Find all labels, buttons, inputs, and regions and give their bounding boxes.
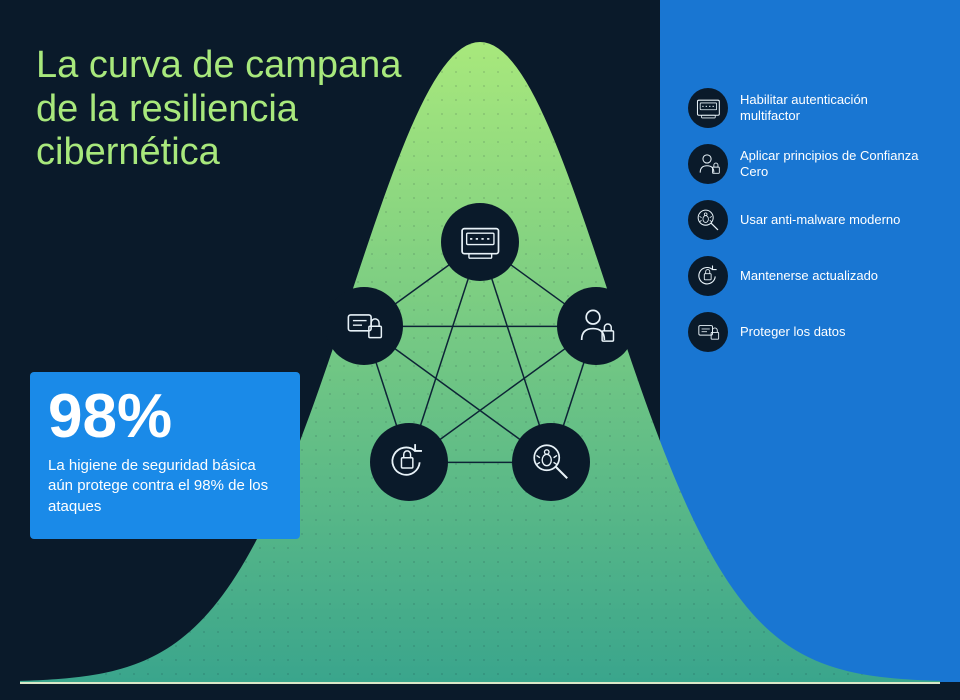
legend-label: Usar anti-malware moderno <box>740 212 900 228</box>
legend-item: Usar anti-malware moderno <box>688 200 928 240</box>
legend-item: Mantenerse actualizado <box>688 256 928 296</box>
stat-box: 98% La higiene de seguridad básica aún p… <box>30 372 300 539</box>
legend: Habilitar autenticación multifactor Aplic… <box>688 88 928 368</box>
stat-percentage: 98% <box>48 386 282 448</box>
mfa-icon <box>688 88 728 128</box>
legend-label: Habilitar autenticación multifactor <box>740 92 928 125</box>
baseline <box>20 682 940 684</box>
legend-item: Proteger los datos <box>688 312 928 352</box>
malware-node <box>512 423 590 501</box>
protect-icon <box>688 312 728 352</box>
legend-label: Proteger los datos <box>740 324 846 340</box>
zero-trust-icon <box>688 144 728 184</box>
legend-item: Habilitar autenticación multifactor <box>688 88 928 128</box>
legend-label: Mantenerse actualizado <box>740 268 878 284</box>
malware-icon <box>688 200 728 240</box>
pentagon-diagram <box>320 204 640 524</box>
update-node <box>370 423 448 501</box>
legend-item: Aplicar principios de Confianza Cero <box>688 144 928 184</box>
infographic-canvas: La curva de campanade la resilienciacibe… <box>0 0 960 700</box>
legend-label: Aplicar principios de Confianza Cero <box>740 148 928 181</box>
mfa-node <box>441 203 519 281</box>
update-icon <box>688 256 728 296</box>
stat-description: La higiene de seguridad básica aún prote… <box>48 456 282 517</box>
page-title: La curva de campanade la resilienciacibe… <box>36 44 401 175</box>
zero-trust-node <box>557 287 635 365</box>
protect-node <box>325 287 403 365</box>
